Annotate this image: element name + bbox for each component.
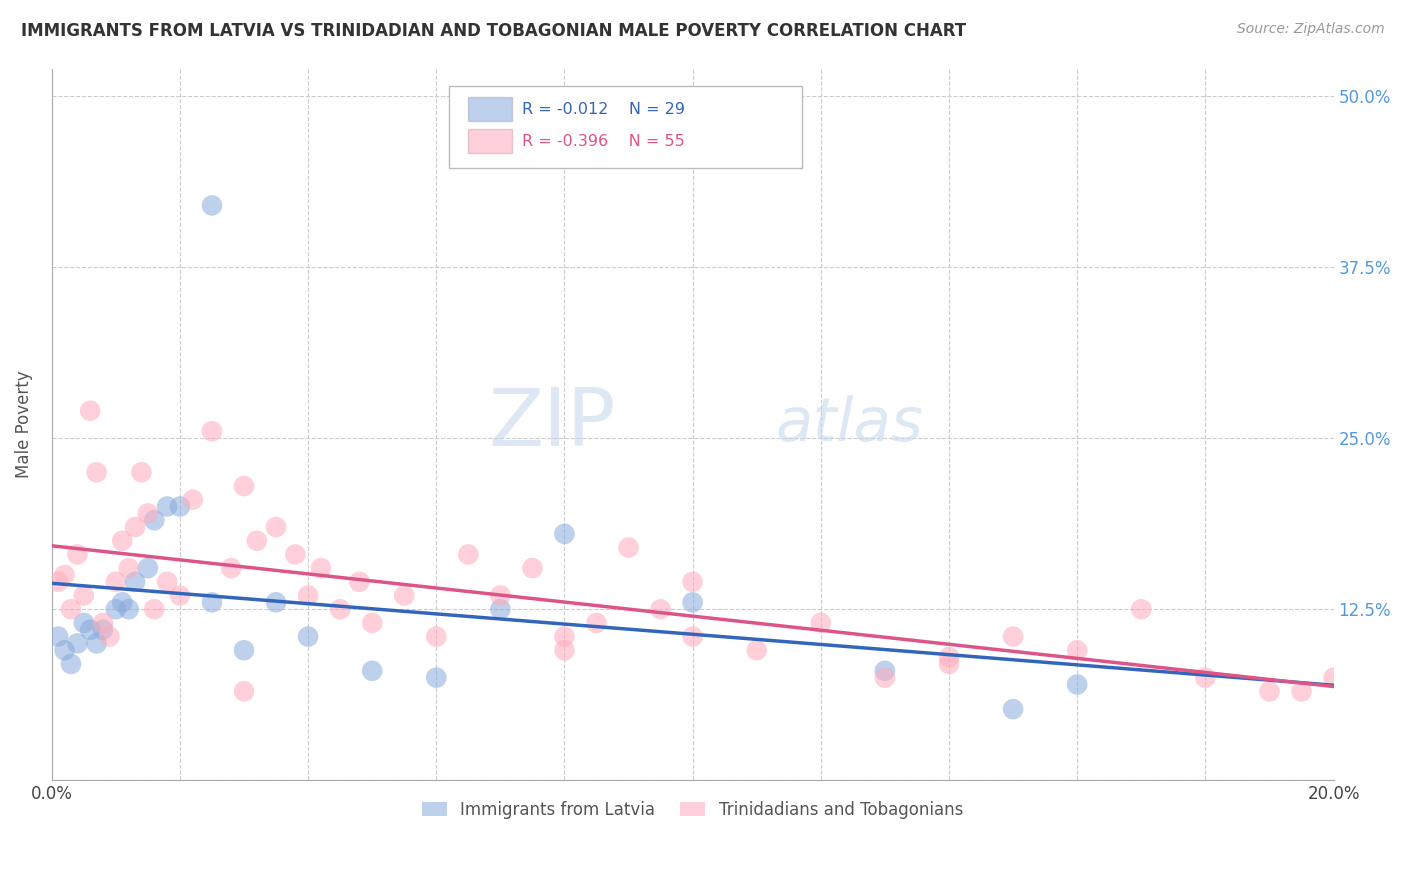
Trinidadians and Tobagonians (682, 574, 704, 589)
Y-axis label: Male Poverty: Male Poverty (15, 370, 32, 478)
Trinidadians and Tobagonians (59, 602, 82, 616)
FancyBboxPatch shape (468, 97, 512, 121)
Text: IMMIGRANTS FROM LATVIA VS TRINIDADIAN AND TOBAGONIAN MALE POVERTY CORRELATION CH: IMMIGRANTS FROM LATVIA VS TRINIDADIAN AN… (21, 22, 966, 40)
Trinidadians and Tobagonians (169, 589, 191, 603)
Trinidadians and Tobagonians (219, 561, 242, 575)
Immigrants from Latvia (201, 198, 224, 212)
Trinidadians and Tobagonians (1322, 671, 1344, 685)
Trinidadians and Tobagonians (585, 615, 607, 630)
Trinidadians and Tobagonians (938, 657, 960, 671)
Immigrants from Latvia (66, 636, 89, 650)
FancyBboxPatch shape (449, 87, 801, 169)
Immigrants from Latvia (46, 630, 69, 644)
Immigrants from Latvia (233, 643, 256, 657)
Trinidadians and Tobagonians (136, 507, 159, 521)
Trinidadians and Tobagonians (118, 561, 141, 575)
Trinidadians and Tobagonians (53, 568, 76, 582)
Text: R = -0.396    N = 55: R = -0.396 N = 55 (522, 134, 685, 149)
Immigrants from Latvia (104, 602, 127, 616)
Trinidadians and Tobagonians (73, 589, 96, 603)
Trinidadians and Tobagonians (233, 479, 256, 493)
Trinidadians and Tobagonians (98, 630, 121, 644)
Trinidadians and Tobagonians (1066, 643, 1088, 657)
Immigrants from Latvia (169, 500, 191, 514)
Trinidadians and Tobagonians (1002, 630, 1025, 644)
FancyBboxPatch shape (468, 129, 512, 153)
Trinidadians and Tobagonians (617, 541, 640, 555)
Immigrants from Latvia (156, 500, 179, 514)
Trinidadians and Tobagonians (457, 548, 479, 562)
Immigrants from Latvia (1066, 677, 1088, 691)
Text: atlas: atlas (776, 395, 924, 454)
Immigrants from Latvia (111, 595, 134, 609)
Immigrants from Latvia (361, 664, 384, 678)
Trinidadians and Tobagonians (66, 548, 89, 562)
Trinidadians and Tobagonians (86, 466, 108, 480)
Trinidadians and Tobagonians (246, 533, 269, 548)
Trinidadians and Tobagonians (1258, 684, 1281, 698)
Immigrants from Latvia (124, 574, 146, 589)
Immigrants from Latvia (118, 602, 141, 616)
Text: Source: ZipAtlas.com: Source: ZipAtlas.com (1237, 22, 1385, 37)
Trinidadians and Tobagonians (394, 589, 416, 603)
Immigrants from Latvia (143, 513, 166, 527)
Trinidadians and Tobagonians (1291, 684, 1313, 698)
Trinidadians and Tobagonians (873, 671, 896, 685)
Immigrants from Latvia (489, 602, 512, 616)
Immigrants from Latvia (201, 595, 224, 609)
Trinidadians and Tobagonians (489, 589, 512, 603)
Trinidadians and Tobagonians (553, 643, 575, 657)
Immigrants from Latvia (53, 643, 76, 657)
Trinidadians and Tobagonians (1130, 602, 1153, 616)
Trinidadians and Tobagonians (349, 574, 371, 589)
Trinidadians and Tobagonians (309, 561, 332, 575)
Immigrants from Latvia (136, 561, 159, 575)
Immigrants from Latvia (1002, 702, 1025, 716)
Trinidadians and Tobagonians (938, 650, 960, 665)
Immigrants from Latvia (59, 657, 82, 671)
Immigrants from Latvia (425, 671, 447, 685)
Trinidadians and Tobagonians (1194, 671, 1216, 685)
Trinidadians and Tobagonians (650, 602, 672, 616)
Trinidadians and Tobagonians (329, 602, 352, 616)
Trinidadians and Tobagonians (297, 589, 319, 603)
Trinidadians and Tobagonians (682, 630, 704, 644)
Trinidadians and Tobagonians (111, 533, 134, 548)
Trinidadians and Tobagonians (522, 561, 544, 575)
Trinidadians and Tobagonians (143, 602, 166, 616)
Trinidadians and Tobagonians (131, 466, 153, 480)
Trinidadians and Tobagonians (79, 403, 101, 417)
Immigrants from Latvia (79, 623, 101, 637)
Legend: Immigrants from Latvia, Trinidadians and Tobagonians: Immigrants from Latvia, Trinidadians and… (415, 794, 970, 825)
Trinidadians and Tobagonians (553, 630, 575, 644)
Trinidadians and Tobagonians (46, 574, 69, 589)
Trinidadians and Tobagonians (91, 615, 114, 630)
Trinidadians and Tobagonians (284, 548, 307, 562)
Immigrants from Latvia (873, 664, 896, 678)
Trinidadians and Tobagonians (104, 574, 127, 589)
Trinidadians and Tobagonians (361, 615, 384, 630)
Trinidadians and Tobagonians (425, 630, 447, 644)
Trinidadians and Tobagonians (233, 684, 256, 698)
Text: R = -0.012    N = 29: R = -0.012 N = 29 (522, 102, 685, 117)
Trinidadians and Tobagonians (201, 424, 224, 438)
Immigrants from Latvia (264, 595, 287, 609)
Immigrants from Latvia (73, 615, 96, 630)
Trinidadians and Tobagonians (264, 520, 287, 534)
Immigrants from Latvia (553, 527, 575, 541)
Trinidadians and Tobagonians (124, 520, 146, 534)
Trinidadians and Tobagonians (181, 492, 204, 507)
Trinidadians and Tobagonians (156, 574, 179, 589)
Immigrants from Latvia (682, 595, 704, 609)
Immigrants from Latvia (86, 636, 108, 650)
Trinidadians and Tobagonians (810, 615, 832, 630)
Immigrants from Latvia (91, 623, 114, 637)
Trinidadians and Tobagonians (745, 643, 768, 657)
Immigrants from Latvia (297, 630, 319, 644)
Text: ZIP: ZIP (488, 385, 616, 464)
